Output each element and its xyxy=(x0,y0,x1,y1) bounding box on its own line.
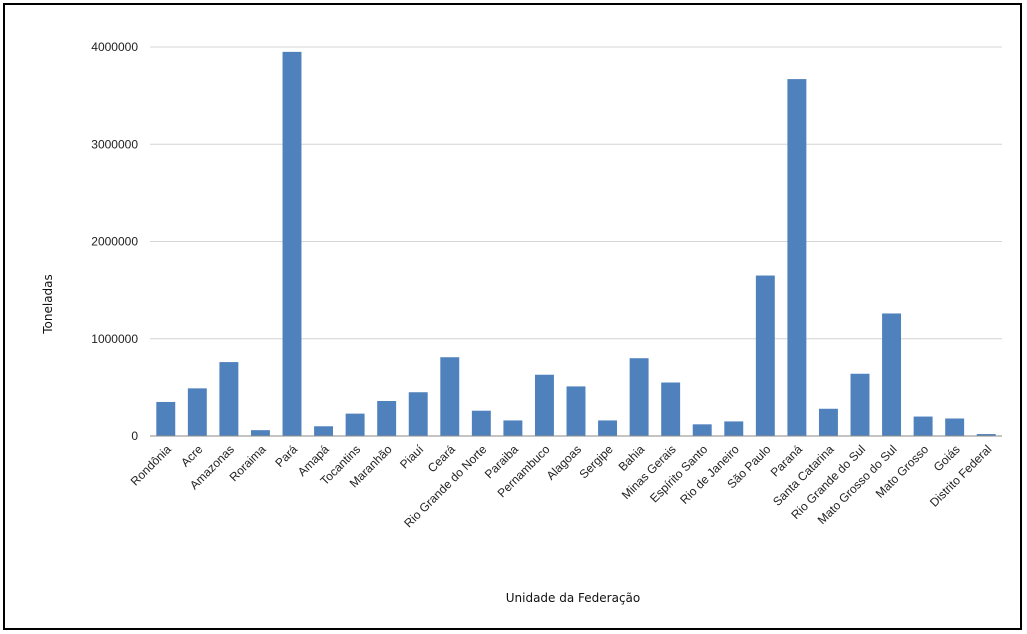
x-tick-label: Pará xyxy=(272,442,300,470)
bar xyxy=(566,386,586,436)
bar xyxy=(945,418,965,436)
x-tick-label: Sergipe xyxy=(577,442,616,481)
bar xyxy=(692,424,712,436)
bar xyxy=(534,374,554,436)
bar xyxy=(755,275,775,436)
y-tick-label: 2000000 xyxy=(91,235,138,249)
y-tick-label: 0 xyxy=(131,429,138,443)
bar xyxy=(850,373,870,436)
bar xyxy=(282,51,302,437)
bar xyxy=(440,357,460,436)
bars xyxy=(156,51,996,437)
y-axis-title: Toneladas xyxy=(41,274,55,335)
bar xyxy=(345,413,365,436)
bar xyxy=(818,408,838,436)
bar xyxy=(503,420,523,436)
bar xyxy=(471,410,491,436)
y-axis-ticks: 0 1000000 2000000 3000000 4000000 xyxy=(91,40,138,443)
bar xyxy=(156,401,176,436)
y-tick-label: 4000000 xyxy=(91,40,138,54)
bar xyxy=(976,434,996,436)
bar xyxy=(219,362,239,436)
x-tick-label: Piauí xyxy=(397,442,427,472)
chart-frame xyxy=(3,3,1022,630)
bar xyxy=(598,420,618,436)
bar xyxy=(250,430,270,436)
x-tick-label: Alagoas xyxy=(544,442,585,483)
y-tick-label: 3000000 xyxy=(91,137,138,151)
bar xyxy=(882,313,902,436)
bar xyxy=(408,392,428,436)
x-axis-title: Unidade da Federação xyxy=(506,591,641,605)
x-tick-label: Rondônia xyxy=(128,442,174,488)
bar xyxy=(913,416,933,436)
bar xyxy=(787,79,807,436)
bar xyxy=(629,358,649,436)
y-tick-label: 1000000 xyxy=(91,332,138,346)
bar xyxy=(661,382,681,436)
gridlines xyxy=(150,46,1002,340)
bar xyxy=(724,421,744,436)
bar xyxy=(314,426,334,436)
x-tick-label: Acre xyxy=(178,442,206,470)
bar xyxy=(187,388,207,436)
bar xyxy=(377,400,397,436)
